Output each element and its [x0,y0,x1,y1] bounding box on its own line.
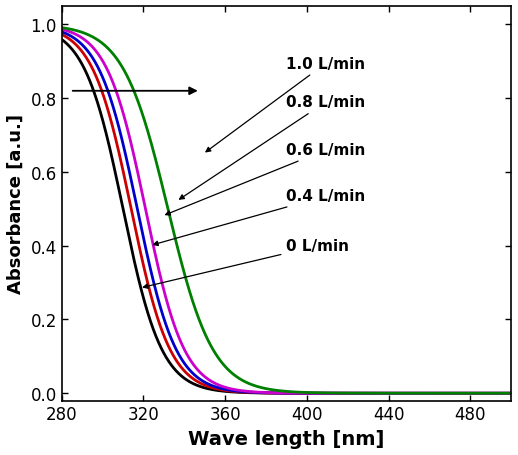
Text: 0.4 L/min: 0.4 L/min [153,189,366,246]
Text: 0 L/min: 0 L/min [143,239,350,288]
Text: 0.6 L/min: 0.6 L/min [166,143,366,216]
X-axis label: Wave length [nm]: Wave length [nm] [188,429,384,448]
Text: 1.0 L/min: 1.0 L/min [206,56,366,152]
Y-axis label: Absorbance [a.u.]: Absorbance [a.u.] [7,114,25,293]
Text: 0.8 L/min: 0.8 L/min [180,95,366,200]
